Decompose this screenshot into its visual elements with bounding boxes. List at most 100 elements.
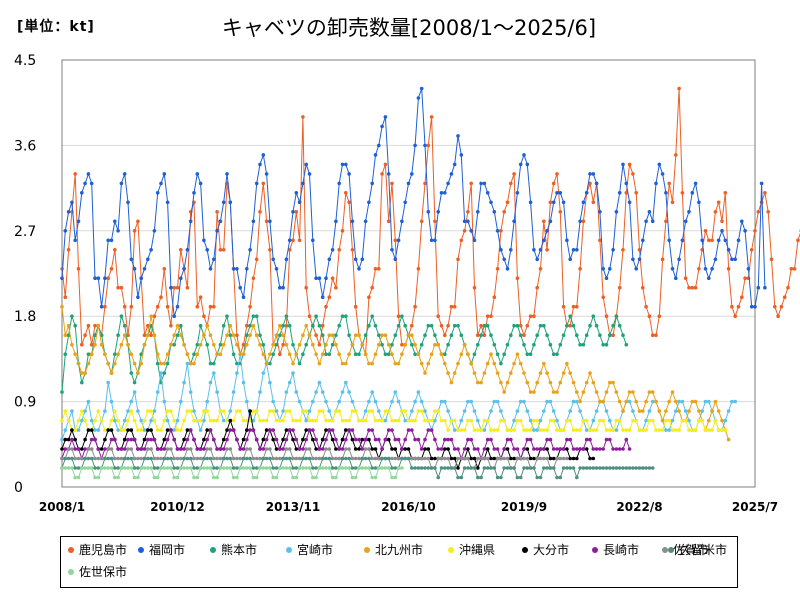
data-point [723, 418, 728, 423]
data-point [584, 333, 589, 338]
data-point [733, 314, 737, 319]
data-point [637, 409, 642, 413]
data-point [410, 172, 414, 176]
data-point [522, 399, 526, 404]
data-point [466, 399, 470, 404]
data-point [86, 466, 91, 470]
data-point [502, 257, 507, 262]
data-point [73, 323, 77, 328]
data-point [251, 456, 256, 461]
data-point [509, 437, 513, 442]
data-point [258, 333, 262, 338]
y-tick-label: 0.9 [14, 395, 36, 411]
data-point [317, 447, 322, 451]
data-point [294, 475, 299, 480]
data-point [683, 418, 688, 423]
data-point [677, 409, 681, 413]
data-point [740, 295, 744, 300]
data-point [512, 456, 516, 461]
data-point [159, 181, 163, 186]
data-point [344, 428, 348, 432]
data-point [136, 466, 140, 470]
data-point [551, 409, 556, 413]
data-point [113, 456, 117, 461]
data-point [548, 380, 553, 385]
data-point [80, 371, 84, 375]
data-point [93, 466, 97, 470]
data-point [96, 428, 101, 432]
data-point [360, 466, 365, 470]
data-point [93, 428, 97, 432]
data-point [149, 248, 153, 252]
data-point [456, 361, 460, 366]
data-point [558, 428, 563, 432]
data-point [149, 333, 153, 338]
data-point [320, 437, 325, 442]
data-point [634, 191, 638, 195]
data-point [129, 409, 134, 413]
data-point [584, 437, 589, 442]
data-point [60, 276, 64, 281]
data-point [416, 437, 421, 442]
data-point [584, 428, 589, 432]
data-point [561, 428, 566, 432]
data-point [172, 342, 176, 347]
data-point [116, 456, 120, 461]
data-point [617, 466, 622, 470]
data-point [466, 456, 470, 461]
data-point [63, 447, 68, 451]
data-point [621, 428, 625, 432]
data-point [472, 428, 477, 432]
data-point [324, 428, 328, 432]
data-point [360, 437, 365, 442]
data-point [225, 447, 229, 451]
data-point [439, 447, 444, 451]
data-point [129, 466, 134, 470]
data-point [116, 447, 120, 451]
data-point [568, 371, 572, 375]
data-point [327, 257, 332, 262]
data-point [591, 314, 596, 319]
data-point [548, 399, 553, 404]
data-point [472, 371, 477, 375]
data-point [502, 352, 507, 357]
data-point [548, 342, 553, 347]
data-point [116, 466, 120, 470]
data-point [129, 447, 134, 451]
data-point [76, 447, 81, 451]
data-point [291, 456, 295, 461]
data-point [393, 361, 398, 366]
data-point [578, 399, 582, 404]
data-point [502, 390, 507, 394]
data-point [109, 371, 114, 375]
data-point [225, 418, 229, 423]
data-point [357, 418, 361, 423]
data-point [258, 390, 262, 394]
data-point [634, 399, 638, 404]
data-point [509, 248, 513, 252]
data-point [106, 456, 110, 461]
data-point [314, 437, 318, 442]
data-point [271, 456, 276, 461]
data-point [136, 456, 140, 461]
data-point [165, 456, 170, 461]
data-point [109, 456, 114, 461]
data-point [192, 361, 196, 366]
data-point [314, 475, 318, 480]
data-point [152, 409, 157, 413]
data-point [730, 304, 734, 309]
data-point [518, 323, 523, 328]
data-point [578, 428, 582, 432]
data-point [350, 466, 355, 470]
data-point [575, 399, 579, 404]
data-point [119, 428, 124, 432]
data-point [162, 361, 167, 366]
data-point [644, 219, 648, 224]
data-point [334, 466, 338, 470]
data-point [218, 466, 223, 470]
data-point [522, 342, 526, 347]
data-point [311, 475, 315, 480]
data-point [235, 466, 239, 470]
data-point [129, 456, 134, 461]
data-point [670, 418, 675, 423]
